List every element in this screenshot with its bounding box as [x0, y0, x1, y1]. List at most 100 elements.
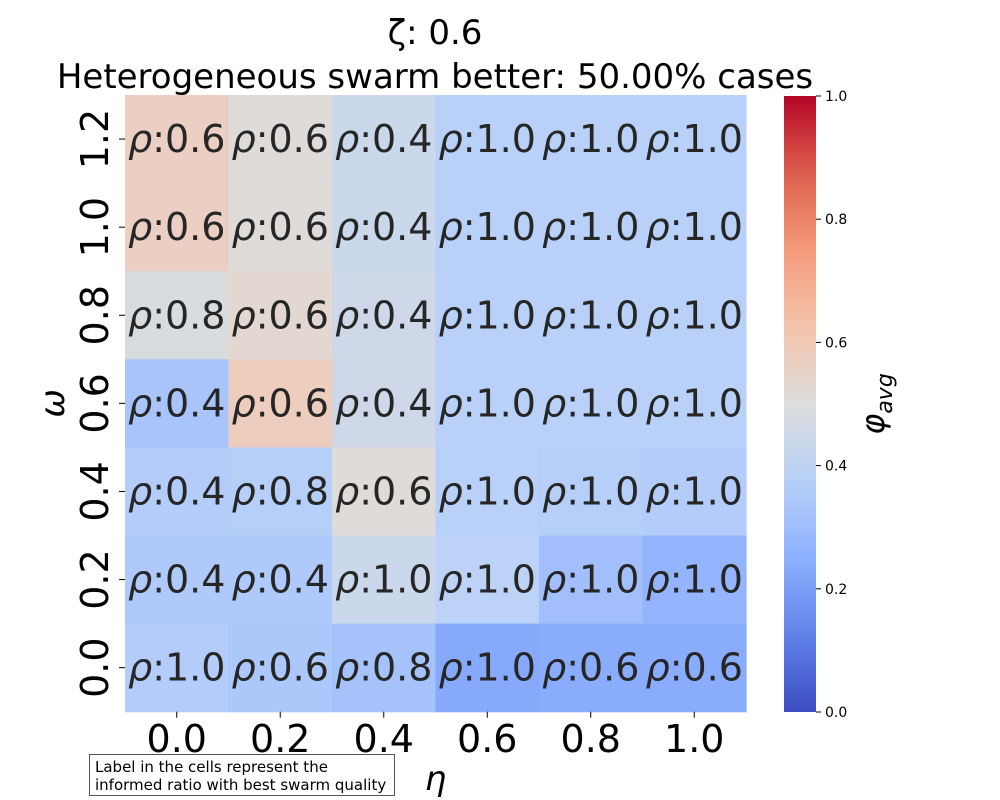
heatmap-cell-r4-c3 [435, 447, 540, 537]
annotation-note-line2: informed ratio with best swarm quality [95, 776, 387, 794]
cell-label-r2-c1: ρ:0.6 [232, 293, 329, 337]
heatmap-cell-r0-c3 [435, 95, 540, 184]
cell-label-r0-c4: ρ:1.0 [542, 117, 639, 161]
cell-label-r4-c2: ρ:0.6 [335, 469, 432, 513]
heatmap-cell-r4-c0 [125, 447, 230, 537]
heatmap-cell-r3-c2 [332, 359, 437, 448]
cell-label-r4-c1: ρ:0.8 [232, 469, 329, 513]
colorbar [784, 96, 816, 712]
cell-label-r5-c3: ρ:1.0 [439, 558, 536, 602]
heatmap-cell-r3-c3 [435, 359, 540, 448]
cell-label-r4-c4: ρ:1.0 [542, 469, 639, 513]
heatmap-cell-r2-c5 [642, 271, 747, 360]
x-tick-label: 0.4 [354, 717, 414, 761]
heatmap-cell-r6-c2 [332, 623, 437, 713]
colorbar-tick-label: 1.0 [825, 89, 847, 105]
cell-label-r2-c5: ρ:1.0 [646, 293, 743, 337]
colorbar-tick-label: 0.2 [825, 582, 847, 598]
cell-label-r1-c0: ρ:0.6 [128, 205, 225, 249]
cell-label-r0-c1: ρ:0.6 [232, 117, 329, 161]
x-tick-label: 0.0 [147, 717, 207, 761]
heatmap-cell-r2-c1 [228, 271, 333, 360]
heatmap-cell-r1-c1 [228, 183, 333, 272]
cell-label-r2-c3: ρ:1.0 [439, 293, 536, 337]
cell-label-r5-c2: ρ:1.0 [335, 558, 432, 602]
heatmap-cell-r2-c2 [332, 271, 437, 360]
x-tick-label: 0.6 [457, 717, 517, 761]
cell-label-r2-c2: ρ:0.4 [335, 293, 432, 337]
cell-label-r6-c1: ρ:0.6 [232, 646, 329, 690]
heatmap-cell-r5-c0 [125, 535, 230, 625]
heatmap-cell-r1-c5 [642, 183, 747, 272]
heatmap-cell-r1-c4 [539, 183, 644, 272]
heatmap-cell-r5-c3 [435, 535, 540, 625]
heatmap-cell-r2-c0 [125, 271, 230, 360]
heatmap-cell-r2-c3 [435, 271, 540, 360]
cell-label-r3-c2: ρ:0.4 [335, 381, 432, 425]
cell-label-r1-c4: ρ:1.0 [542, 205, 639, 249]
cell-label-r2-c0: ρ:0.8 [128, 293, 225, 337]
cell-label-r3-c1: ρ:0.6 [232, 381, 329, 425]
cell-label-r1-c5: ρ:1.0 [646, 205, 743, 249]
heatmap-cell-r3-c0 [125, 359, 230, 448]
heatmap-cell-r0-c1 [228, 95, 333, 184]
cell-label-r1-c2: ρ:0.4 [335, 205, 432, 249]
heatmap-cell-r5-c5 [642, 535, 747, 625]
heatmap-cell-r6-c1 [228, 623, 333, 713]
cell-label-r2-c4: ρ:1.0 [542, 293, 639, 337]
heatmap-cell-r0-c4 [539, 95, 644, 184]
chart-title-zeta: ζ: 0.6 [387, 13, 483, 53]
x-tick-label: 0.2 [250, 717, 310, 761]
cell-label-r6-c0: ρ:1.0 [128, 646, 225, 690]
y-tick-label: 0.0 [73, 637, 117, 697]
cell-label-r4-c5: ρ:1.0 [646, 469, 743, 513]
cell-label-r3-c4: ρ:1.0 [542, 381, 639, 425]
cell-label-r3-c5: ρ:1.0 [646, 381, 743, 425]
annotation-note-line1: Label in the cells represent the [95, 758, 328, 776]
colorbar-tick-label: 0.8 [825, 212, 847, 228]
y-tick-label: 0.6 [73, 373, 117, 433]
colorbar-tick-label: 0.0 [825, 705, 847, 721]
cell-label-r1-c1: ρ:0.6 [232, 205, 329, 249]
x-axis-label: η [425, 759, 447, 799]
heatmap-cell-r0-c2 [332, 95, 437, 184]
heatmap-cell-r5-c2 [332, 535, 437, 625]
heatmap-cell-r6-c3 [435, 623, 540, 713]
colorbar-tick-label: 0.6 [825, 335, 847, 351]
cell-label-r5-c1: ρ:0.4 [232, 558, 329, 602]
heatmap-cell-r4-c2 [332, 447, 437, 537]
cell-label-r3-c0: ρ:0.4 [128, 381, 225, 425]
annotation-note: Label in the cells represent the informe… [89, 754, 395, 796]
colorbar-tick-label: 0.4 [825, 459, 847, 475]
cell-label-r0-c3: ρ:1.0 [439, 117, 536, 161]
heatmap-cell-r3-c1 [228, 359, 333, 448]
x-tick-label: 0.8 [561, 717, 621, 761]
colorbar-label: φavg [854, 373, 898, 435]
chart-title-summary: Heterogeneous swarm better: 50.00% cases [56, 57, 814, 97]
y-axis-label: ω [33, 389, 73, 417]
heatmap-cell-r2-c4 [539, 271, 644, 360]
y-tick-label: 1.0 [73, 197, 117, 257]
heatmap-cell-r5-c4 [539, 535, 644, 625]
y-tick-label: 0.4 [73, 461, 117, 521]
x-tick-label: 1.0 [664, 717, 724, 761]
heatmap-cell-r4-c4 [539, 447, 644, 537]
heatmap-cell-r3-c5 [642, 359, 747, 448]
heatmap-cell-r1-c2 [332, 183, 437, 272]
y-tick-label: 1.2 [73, 109, 117, 169]
cell-label-r5-c0: ρ:0.4 [128, 558, 225, 602]
heatmap-cell-r0-c0 [125, 95, 230, 184]
cell-label-r0-c2: ρ:0.4 [335, 117, 432, 161]
y-tick-label: 0.2 [73, 549, 117, 609]
heatmap-cell-r4-c1 [228, 447, 333, 537]
heatmap-cell-r1-c3 [435, 183, 540, 272]
cell-label-r4-c3: ρ:1.0 [439, 469, 536, 513]
cell-label-r1-c3: ρ:1.0 [439, 205, 536, 249]
cell-label-r0-c0: ρ:0.6 [128, 117, 225, 161]
cell-label-r0-c5: ρ:1.0 [646, 117, 743, 161]
heatmap-cell-r1-c0 [125, 183, 230, 272]
cell-label-r6-c5: ρ:0.6 [646, 646, 743, 690]
heatmap-cell-r5-c1 [228, 535, 333, 625]
